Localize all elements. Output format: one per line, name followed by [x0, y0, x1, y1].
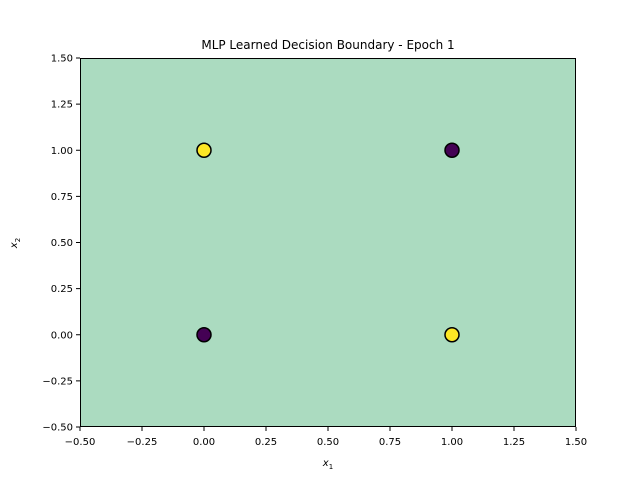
y-tick-label: 0.25	[51, 284, 73, 295]
y-tick-label: 0.75	[51, 192, 73, 203]
x-tick-label: 1.50	[565, 437, 587, 448]
x-tick-label: −0.25	[127, 437, 158, 448]
y-tick-label: 1.50	[51, 54, 73, 65]
x-tick-label: 0.00	[193, 437, 215, 448]
data-point-2	[444, 327, 460, 343]
x-axis-label-base: x	[322, 458, 329, 469]
x-axis-label-sub: 1	[329, 463, 333, 471]
data-points	[196, 142, 460, 343]
y-tick-label: 0.00	[51, 330, 73, 341]
chart-title: MLP Learned Decision Boundary - Epoch 1	[201, 38, 454, 52]
x-tick-label: 1.25	[503, 437, 525, 448]
y-axis-label-base: x	[9, 242, 20, 249]
y-tick-label: −0.25	[42, 376, 73, 387]
x-tick-label: 0.75	[379, 437, 401, 448]
y-axis-label: x2	[9, 238, 22, 249]
x-axis-ticks: −0.50 −0.25 0.00 0.25 0.50 0.75 1.00 1.25 1.50	[65, 427, 587, 448]
x-tick-label: 0.25	[255, 437, 277, 448]
decision-region	[80, 58, 576, 427]
x-axis-label: x1	[322, 458, 333, 471]
data-point-0	[196, 327, 212, 343]
y-tick-label: 1.00	[51, 146, 73, 157]
y-tick-label: −0.50	[42, 423, 73, 434]
plot-frame	[80, 58, 576, 427]
x-tick-label: 1.00	[441, 437, 463, 448]
x-tick-label: −0.50	[65, 437, 96, 448]
y-axis-label-sub: 2	[14, 238, 22, 242]
x-tick-label: 0.50	[317, 437, 339, 448]
y-axis-ticks: −0.50 −0.25 0.00 0.25 0.50 0.75 1.00 1.25 1.50	[42, 54, 80, 434]
data-point-3	[444, 142, 460, 158]
data-point-1	[196, 142, 212, 158]
y-tick-label: 0.50	[51, 238, 73, 249]
y-tick-label: 1.25	[51, 100, 73, 111]
